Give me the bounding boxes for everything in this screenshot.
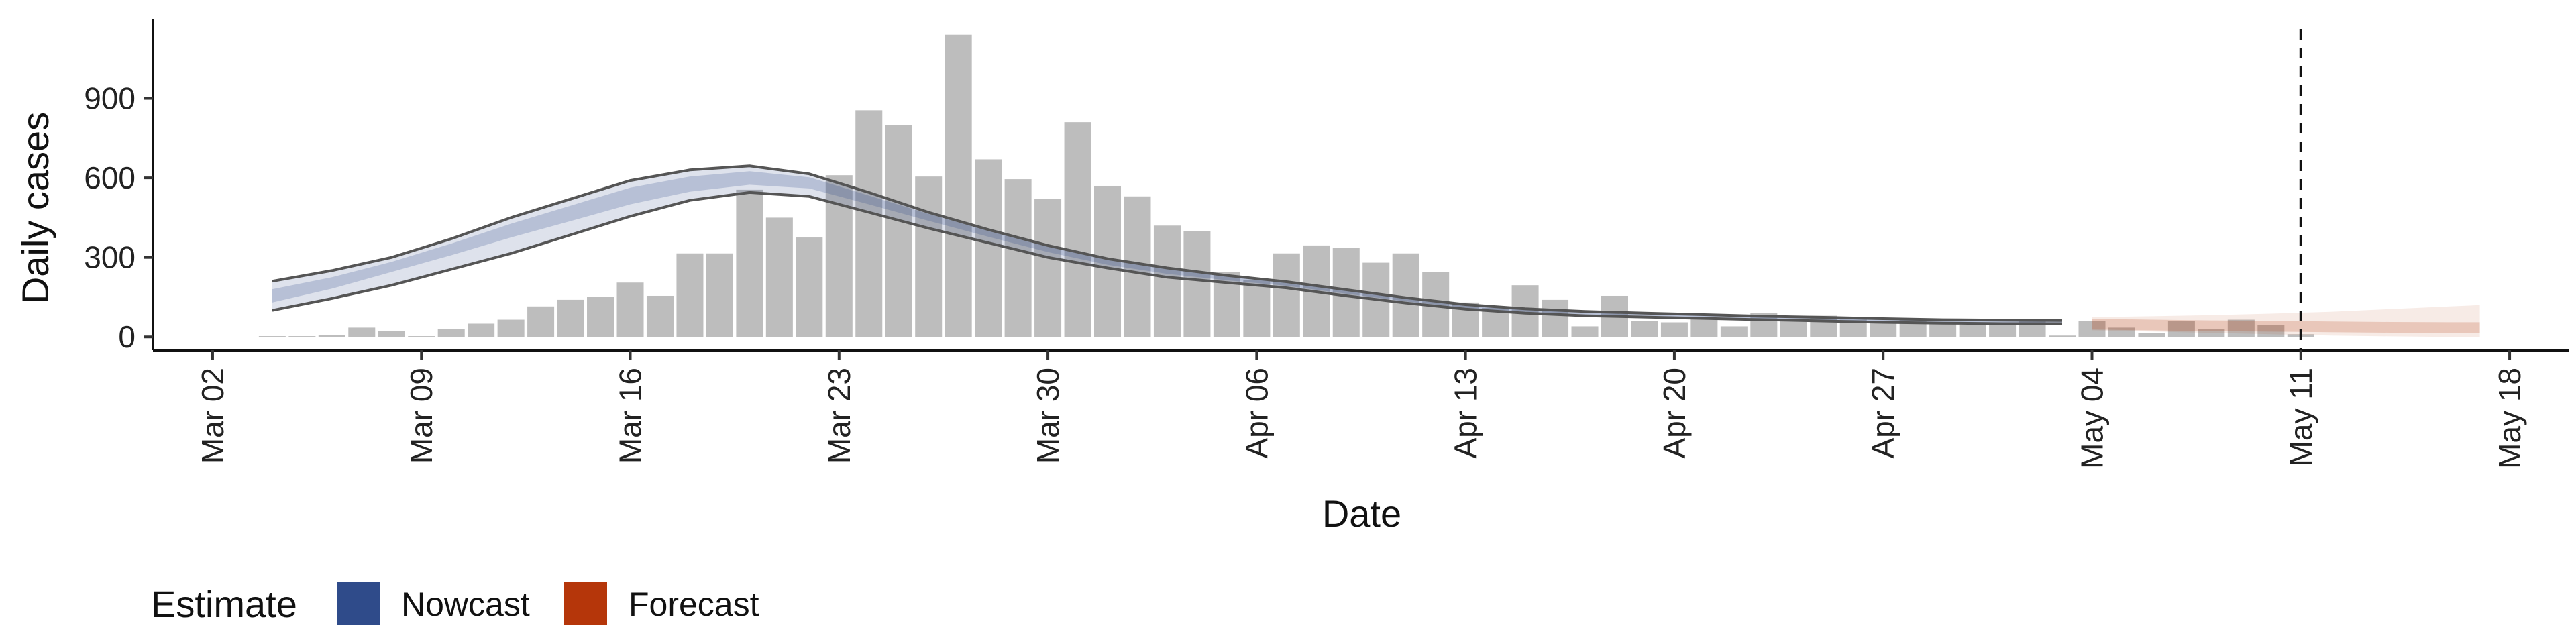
- bar: [646, 295, 674, 337]
- bar: [1989, 323, 2017, 337]
- forecast-band: [2092, 305, 2480, 337]
- bar: [945, 34, 972, 337]
- bar: [765, 217, 793, 337]
- legend-label-forecast: Forecast: [629, 586, 759, 623]
- legend-swatch-forecast: [564, 582, 607, 625]
- forecast-median: [2092, 319, 2480, 333]
- y-axis-title: Daily cases: [14, 112, 56, 304]
- bar: [2138, 333, 2165, 337]
- y-tick-label: 600: [84, 160, 136, 195]
- bar: [1511, 285, 1539, 337]
- bar: [527, 306, 555, 337]
- bar: [1959, 325, 1986, 337]
- bar: [676, 253, 704, 337]
- x-axis-title: Date: [1322, 492, 1401, 535]
- bar: [1571, 326, 1599, 337]
- x-tick-label: Mar 02: [195, 368, 230, 464]
- bar: [1243, 280, 1271, 337]
- y-tick-label: 300: [84, 240, 136, 275]
- x-tick-label: Apr 20: [1657, 368, 1692, 459]
- bar: [915, 176, 943, 337]
- bar: [378, 331, 405, 337]
- bar: [2078, 321, 2106, 337]
- bar: [885, 125, 912, 337]
- bar: [2257, 325, 2285, 337]
- bar: [1870, 322, 1897, 337]
- bar: [616, 282, 644, 337]
- x-tick-label: May 11: [2284, 368, 2318, 466]
- bar: [437, 329, 465, 337]
- bar: [587, 297, 614, 337]
- bars-layer: [258, 34, 2314, 337]
- bar: [557, 299, 584, 337]
- bar: [1720, 326, 1748, 337]
- bar: [468, 323, 495, 337]
- bar: [2108, 327, 2135, 337]
- bar: [1542, 299, 1569, 337]
- bar: [1034, 199, 1062, 337]
- bar: [1810, 315, 1837, 337]
- x-tick-label: Mar 23: [822, 368, 857, 464]
- nowcast-lower-line: [272, 191, 2062, 325]
- bar: [288, 336, 316, 337]
- bar: [318, 335, 345, 337]
- x-tick-label: Apr 13: [1448, 368, 1483, 459]
- bar: [2167, 321, 2195, 337]
- bar: [1690, 318, 1718, 337]
- bands-layer: [272, 166, 2480, 337]
- bar: [1153, 225, 1181, 337]
- bar: [1004, 179, 1032, 337]
- bar: [1660, 322, 1688, 337]
- bar: [1631, 321, 1658, 337]
- bar: [1929, 323, 1957, 337]
- x-tick-label: Mar 30: [1030, 368, 1065, 464]
- x-tick-label: Mar 16: [613, 368, 648, 464]
- bar: [736, 189, 763, 337]
- x-tick-label: Apr 06: [1239, 368, 1274, 459]
- bar: [1124, 196, 1151, 337]
- interval-lines-layer: [272, 29, 2302, 350]
- legend: Estimate Nowcast Forecast: [151, 582, 759, 625]
- bar: [1392, 253, 1419, 337]
- bar: [855, 110, 883, 337]
- bar: [1064, 122, 1091, 337]
- bar: [497, 319, 525, 337]
- legend-title: Estimate: [151, 583, 297, 625]
- bar: [348, 327, 376, 337]
- bar: [2198, 329, 2225, 337]
- axes-layer: 0 300 600 900 Mar 02 Mar 09 Mar 16 Mar 23 Mar 30…: [84, 19, 2569, 469]
- legend-swatch-nowcast: [337, 582, 380, 625]
- x-tick-label: Apr 27: [1866, 368, 1900, 459]
- bar: [408, 336, 435, 337]
- y-tick-label: 0: [118, 319, 136, 354]
- bar: [1332, 248, 1360, 337]
- bar: [2227, 319, 2255, 337]
- x-tick-label: May 18: [2492, 368, 2527, 469]
- x-tick-label: Mar 09: [404, 368, 439, 464]
- bar: [796, 237, 823, 337]
- bar: [1183, 231, 1211, 337]
- x-tick-label: May 04: [2074, 368, 2109, 469]
- legend-label-nowcast: Nowcast: [401, 586, 530, 623]
- bar: [1273, 253, 1300, 337]
- bar: [1780, 321, 1807, 337]
- y-tick-label: 900: [84, 81, 136, 116]
- bar: [258, 336, 286, 337]
- bar: [2049, 335, 2076, 337]
- bar: [706, 253, 733, 337]
- nowcast-upper-line: [272, 164, 2063, 322]
- bar: [975, 159, 1002, 337]
